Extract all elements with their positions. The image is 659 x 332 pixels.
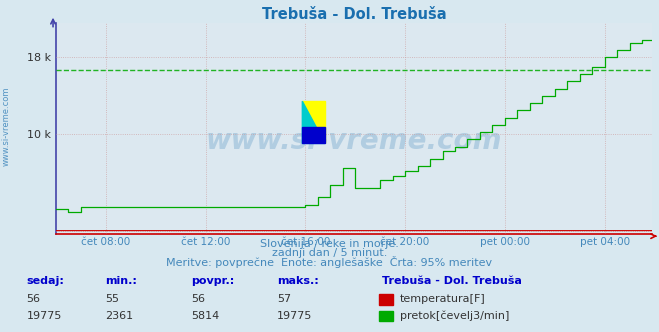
Bar	[302, 127, 325, 143]
Text: 56: 56	[191, 294, 205, 304]
Title: Trebuša - Dol. Trebuša: Trebuša - Dol. Trebuša	[262, 7, 447, 22]
Text: 2361: 2361	[105, 311, 134, 321]
Text: maks.:: maks.:	[277, 276, 318, 286]
Text: 19775: 19775	[277, 311, 312, 321]
Text: pretok[čevelj3/min]: pretok[čevelj3/min]	[400, 311, 509, 321]
Text: www.si-vreme.com: www.si-vreme.com	[2, 86, 11, 166]
Polygon shape	[302, 101, 325, 143]
Text: 19775: 19775	[26, 311, 62, 321]
Text: zadnji dan / 5 minut.: zadnji dan / 5 minut.	[272, 248, 387, 258]
Text: Slovenija / reke in morje.: Slovenija / reke in morje.	[260, 239, 399, 249]
Text: Trebuša - Dol. Trebuša: Trebuša - Dol. Trebuša	[382, 276, 522, 286]
Text: 57: 57	[277, 294, 291, 304]
Text: min.:: min.:	[105, 276, 137, 286]
Polygon shape	[302, 101, 325, 143]
Text: temperatura[F]: temperatura[F]	[400, 294, 486, 304]
Text: www.si-vreme.com: www.si-vreme.com	[206, 127, 502, 155]
Text: povpr.:: povpr.:	[191, 276, 235, 286]
Text: Meritve: povprečne  Enote: anglešaške  Črta: 95% meritev: Meritve: povprečne Enote: anglešaške Črt…	[167, 256, 492, 268]
Text: sedaj:: sedaj:	[26, 276, 64, 286]
Text: 56: 56	[26, 294, 40, 304]
Text: 55: 55	[105, 294, 119, 304]
Text: 5814: 5814	[191, 311, 219, 321]
